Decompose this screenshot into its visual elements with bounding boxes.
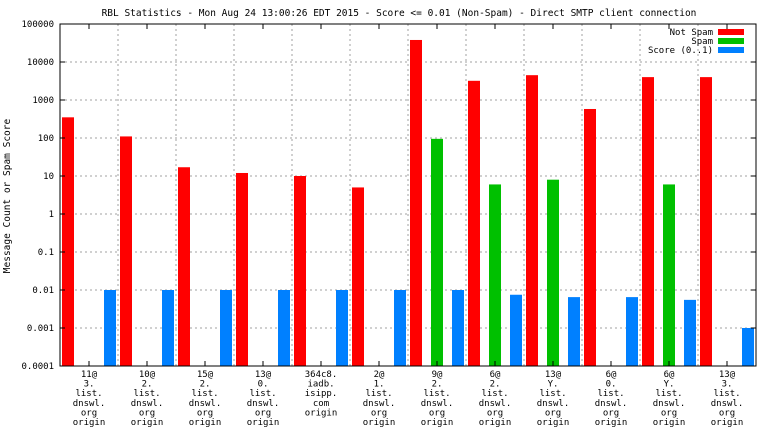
bar-score-0-1 <box>684 299 696 366</box>
plot-frame <box>59 23 757 367</box>
legend-swatch <box>718 38 744 44</box>
bar-not-spam <box>178 167 190 366</box>
y-axis-label: Message Count or Spam Score <box>2 119 13 274</box>
x-tick-label: 13@ Y. list. dnswl. org origin <box>537 370 570 428</box>
bar-not-spam <box>294 176 306 366</box>
y-tick-label: 1000 <box>32 96 54 106</box>
legend-swatch <box>718 47 744 53</box>
bar-score-0-1 <box>452 290 464 366</box>
x-tick-label: 6@ 0. list. dnswl. org origin <box>595 370 628 428</box>
y-tick-label: 0.0001 <box>21 362 54 372</box>
x-tick-label: 6@ Y. list. dnswl. org origin <box>653 370 686 428</box>
bar-score-0-1 <box>336 290 348 366</box>
bar-not-spam <box>120 136 132 366</box>
bar-score-0-1 <box>278 290 290 366</box>
y-tick-label: 0.1 <box>38 248 54 258</box>
bar-score-0-1 <box>220 290 232 366</box>
x-tick-label: 9@ 2. list. dnswl. org origin <box>421 370 454 428</box>
bar-not-spam <box>410 39 422 366</box>
bar-score-0-1 <box>394 290 406 366</box>
x-axis-labels: 11@ 3. list. dnswl. org origin 10@ 2. list. dnswl… <box>73 370 744 428</box>
bar-score-0-1 <box>626 297 638 366</box>
bar-not-spam <box>584 108 596 366</box>
bar-not-spam <box>352 187 364 366</box>
bar-score-0-1 <box>104 290 116 366</box>
bars <box>62 39 754 367</box>
bar-spam <box>547 179 559 366</box>
chart-title: RBL Statistics - Mon Aug 24 13:00:26 EDT… <box>102 8 697 19</box>
bar-spam <box>431 138 443 366</box>
x-tick-label: 13@ 3. list. dnswl. org origin <box>711 370 744 428</box>
bar-not-spam <box>468 80 480 367</box>
legend-label: Score (0..1) <box>648 46 713 56</box>
legend-label: Spam <box>691 37 713 47</box>
y-axis-ticks: 0.0001 0.001 0.01 0.1 1 10 100 1000 10000 100000 <box>21 20 756 372</box>
legend-label: Not Spam <box>670 28 713 38</box>
bar-score-0-1 <box>568 297 580 366</box>
x-tick-label: 11@ 3. list. dnswl. org origin <box>73 370 106 428</box>
y-tick-label: 0.01 <box>32 286 54 296</box>
x-tick-label: 364c8. iadb. isipp. com origin <box>305 370 338 418</box>
bar-score-0-1 <box>742 328 754 366</box>
bar-score-0-1 <box>510 294 522 366</box>
bar-not-spam <box>642 77 654 367</box>
bar-not-spam <box>62 117 74 367</box>
bar-not-spam <box>700 77 712 367</box>
bar-not-spam <box>526 75 538 367</box>
y-tick-label: 100 <box>38 134 54 144</box>
bar-score-0-1 <box>162 290 174 366</box>
bar-not-spam <box>236 172 248 366</box>
x-tick-label: 10@ 2. list. dnswl. org origin <box>131 370 164 428</box>
y-tick-label: 10 <box>43 172 54 182</box>
x-tick-label: 2@ 1. list. dnswl. org origin <box>363 370 396 428</box>
x-tick-label: 13@ 0. list. dnswl. org origin <box>247 370 280 428</box>
x-tick-label: 6@ 2. list. dnswl. org origin <box>479 370 512 428</box>
y-tick-label: 100000 <box>21 20 54 30</box>
y-tick-label: 10000 <box>27 58 54 68</box>
bar-spam <box>663 184 675 366</box>
y-tick-label: 0.001 <box>27 324 54 334</box>
bar-spam <box>489 184 501 366</box>
grid-lines <box>60 24 756 366</box>
y-tick-label: 1 <box>49 210 54 220</box>
legend-swatch <box>718 29 744 35</box>
x-tick-label: 15@ 2. list. dnswl. org origin <box>189 370 222 428</box>
